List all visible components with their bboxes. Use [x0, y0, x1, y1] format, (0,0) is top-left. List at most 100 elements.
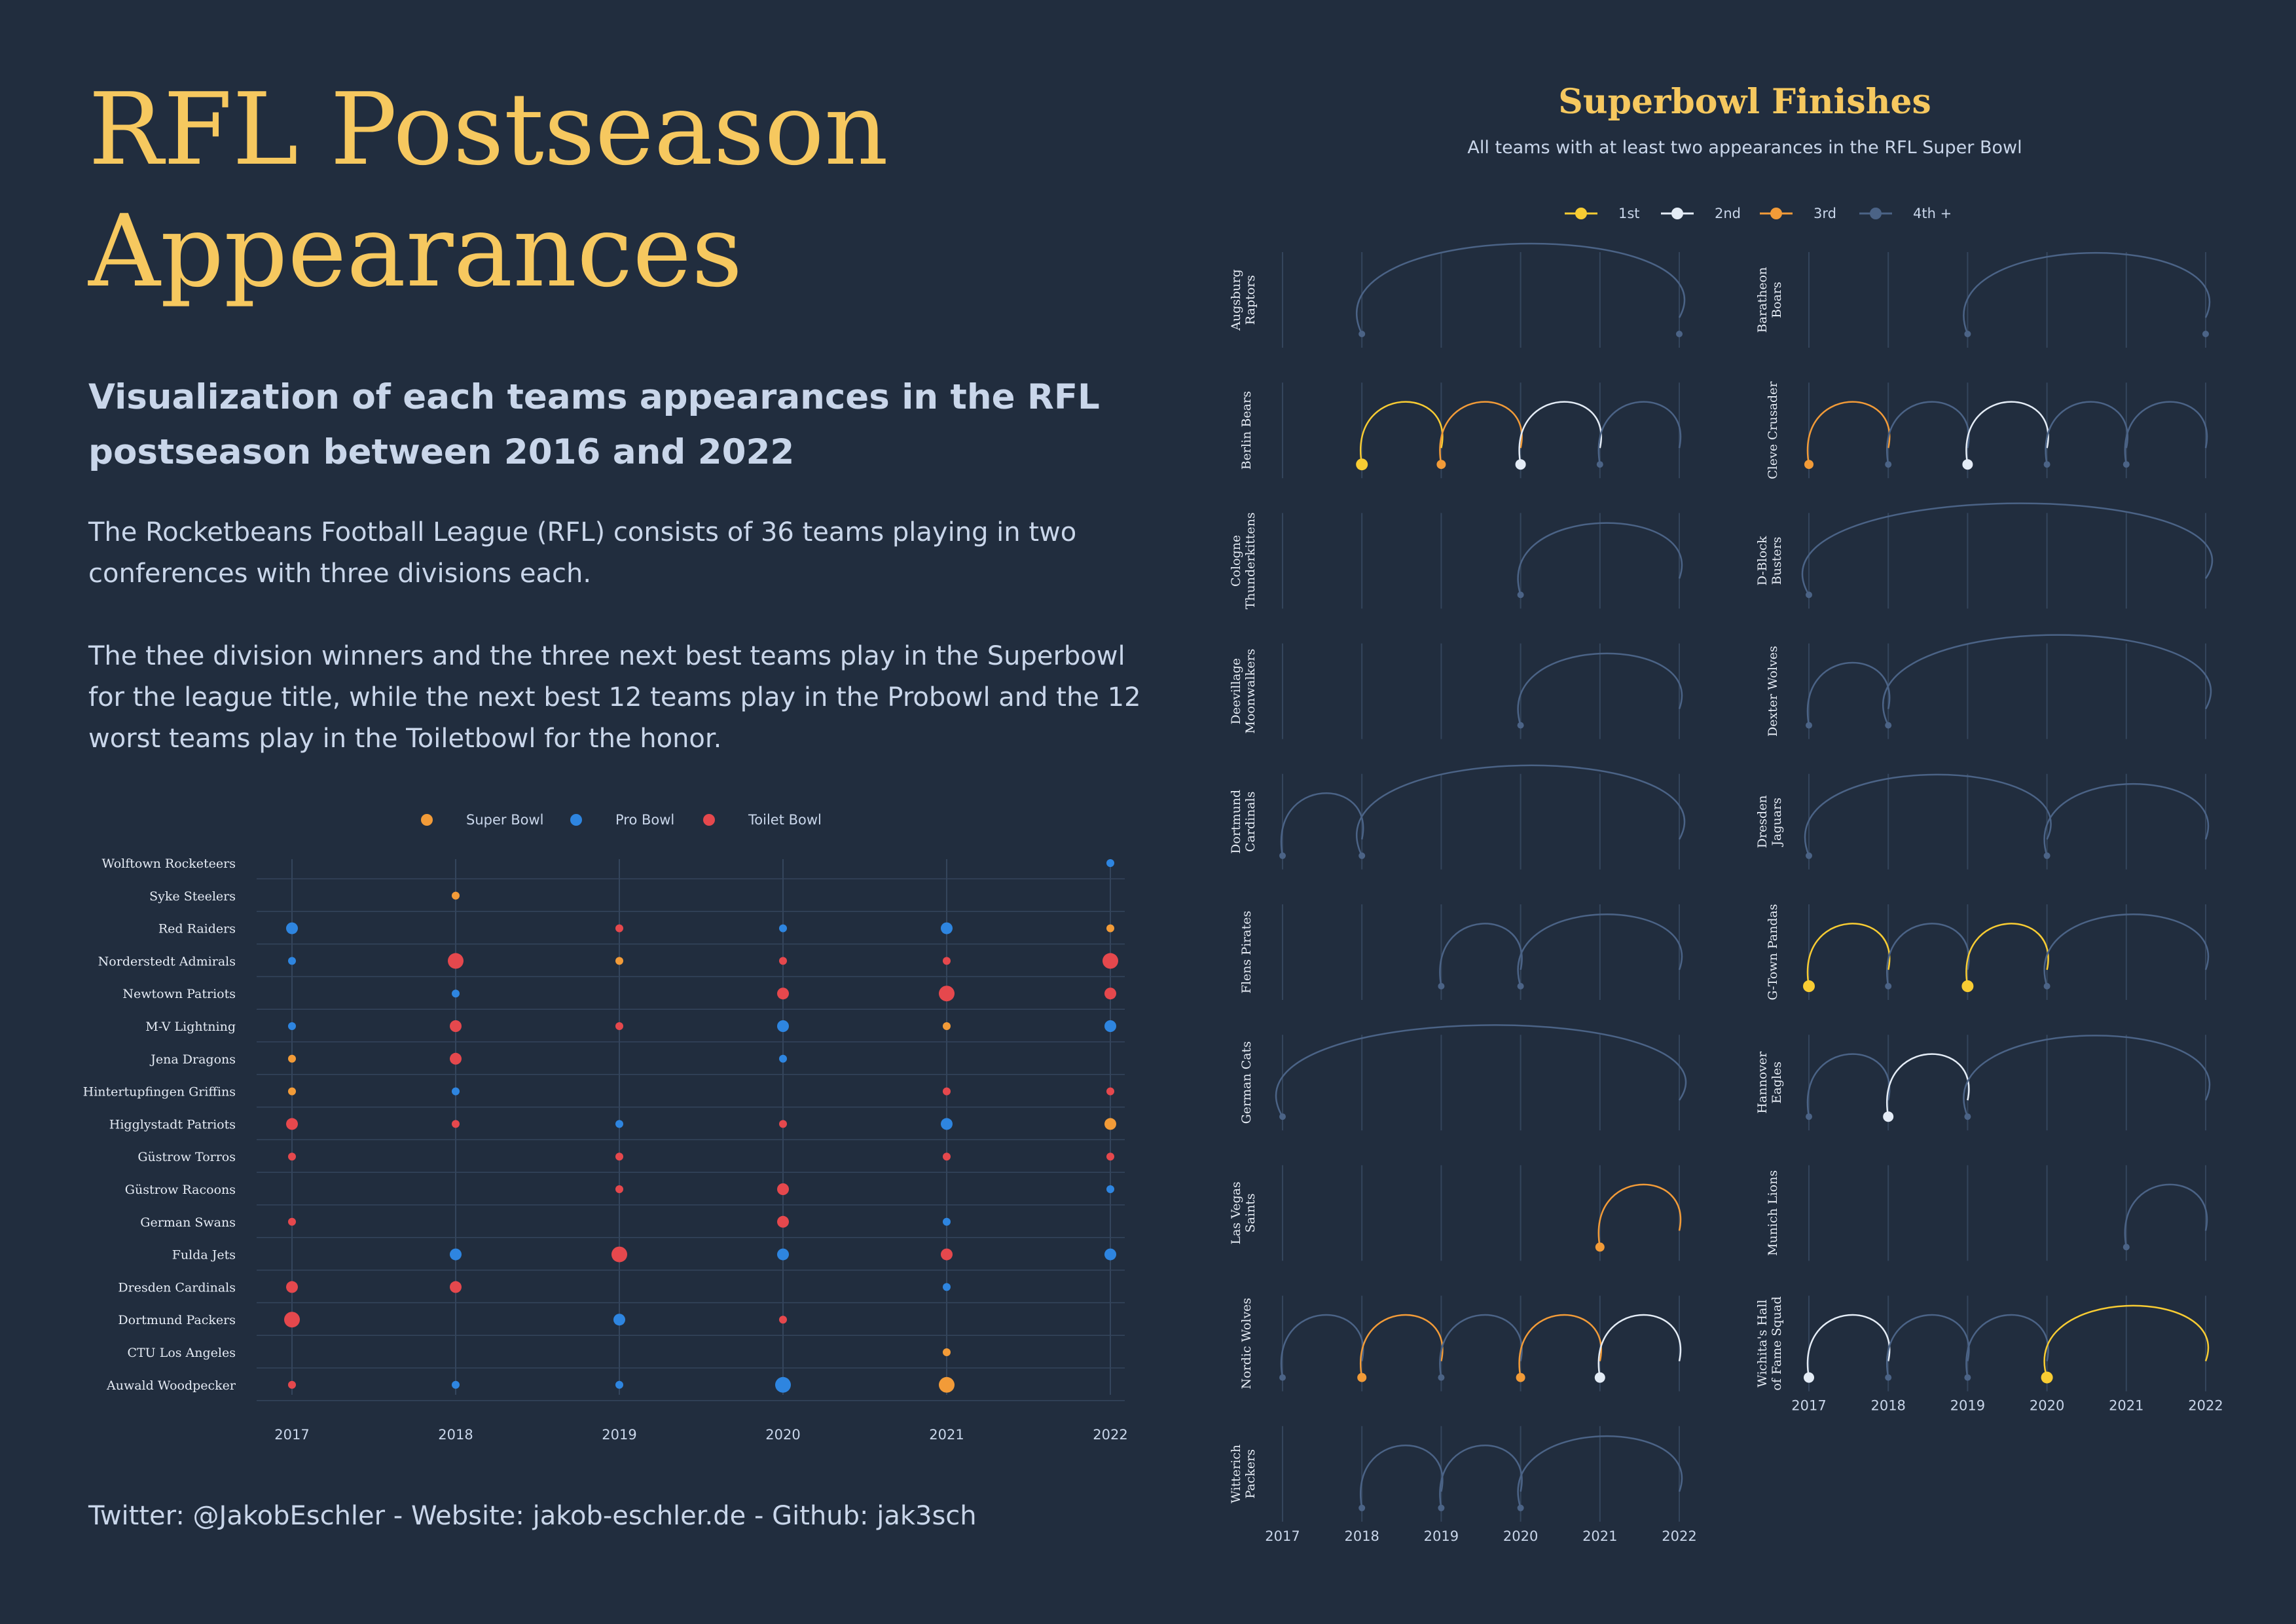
finish-arc	[2043, 1304, 2209, 1378]
arc-team-label-line: Nordic Wolves	[1239, 1298, 1254, 1390]
finish-arc	[1275, 1024, 1687, 1117]
dot-pro-2019	[615, 1120, 623, 1128]
dot-pro-2022	[1104, 1020, 1116, 1032]
finish-dot-2019	[1438, 983, 1445, 989]
legend-finish-4-label: 4th +	[1913, 206, 1952, 221]
arc-team-label-line: Dortmund	[1229, 790, 1243, 854]
dot-toilet-2021	[941, 1248, 953, 1261]
dot-super-2019	[615, 957, 623, 965]
finish-dot-2020	[2043, 461, 2050, 468]
team-label: Güstrow Torros	[137, 1150, 236, 1164]
arc-x-tick-label: 2021	[2109, 1398, 2143, 1414]
dot-pro-2020	[779, 924, 787, 932]
superbowl-chart-subtitle: All teams with at least two appearances …	[1467, 138, 2022, 158]
arc-team-label-line: Cleve Crusader	[1766, 381, 1780, 479]
dot-toilet-2018	[450, 1020, 462, 1032]
arc-team-label-line: Munich Lions	[1766, 1170, 1780, 1256]
arc-x-tick-label: 2018	[1344, 1528, 1379, 1544]
arc-team-label-line: Witterich	[1229, 1445, 1243, 1504]
finish-arc	[1360, 401, 1444, 465]
finish-dot-2021	[1595, 1242, 1605, 1252]
dot-toilet-2019	[615, 924, 623, 932]
finish-dot-2021	[1596, 461, 1603, 468]
dot-pro-2021	[943, 1283, 951, 1291]
footer-credits: Twitter: @JakobEschler - Website: jakob-…	[88, 1501, 977, 1531]
team-label: Fulda Jets	[172, 1248, 236, 1263]
superbowl-chart-title: Superbowl Finishes	[1558, 82, 1931, 122]
finish-arc	[1804, 773, 2052, 857]
dot-pro-2022	[1106, 1185, 1114, 1193]
finish-dot-2020	[1516, 1373, 1525, 1382]
arc-x-tick-label: 2021	[1582, 1528, 1617, 1544]
finish-arc	[1517, 913, 1683, 987]
finish-arc	[1806, 661, 1891, 726]
arc-team-label-line: Cardinals	[1243, 792, 1258, 853]
arc-team-label: Las VegasSaints	[1229, 1181, 1258, 1244]
arc-team-label-line: Raptors	[1243, 275, 1258, 325]
finish-arc	[1517, 652, 1683, 726]
dot-pro-2022	[1104, 1248, 1116, 1261]
finish-dot-2018	[1885, 983, 1892, 989]
finish-arc	[1886, 923, 1970, 987]
arc-team-label: WitterichPackers	[1229, 1445, 1258, 1504]
finish-dot-2017	[1806, 722, 1812, 729]
arc-panel: DresdenJaguars	[1755, 773, 2209, 870]
main-title: RFL Postseason Appearances	[88, 71, 888, 309]
finish-arc	[2124, 1183, 2208, 1247]
team-label: Dresden Cardinals	[118, 1280, 236, 1295]
arc-x-tick-label: 2020	[2030, 1398, 2064, 1414]
arc-team-label: Berlin Bears	[1239, 391, 1254, 470]
arc-team-label-line: Augsburg	[1229, 269, 1243, 331]
dot-pro-2017	[288, 1022, 296, 1030]
dot-toilet-2017	[288, 1217, 296, 1226]
finish-arc	[2124, 401, 2208, 465]
team-label: Dortmund Packers	[118, 1313, 236, 1327]
arc-team-label: Munich Lions	[1766, 1170, 1780, 1256]
arc-panel: Flens Pirates	[1239, 904, 1683, 1000]
arc-team-label-line: Thunderkittens	[1243, 512, 1258, 609]
team-label: Syke Steelers	[149, 889, 236, 904]
arc-x-tick-label: 2020	[1503, 1528, 1538, 1544]
finish-arc	[2045, 401, 2128, 465]
finish-dot-2018	[1358, 331, 1366, 337]
arc-panel: Cleve Crusader	[1766, 381, 2208, 479]
legend-finish-3-dot	[1770, 208, 1782, 219]
dot-toilet-2020	[777, 1215, 789, 1228]
arc-panel: Dexter Wolves	[1766, 634, 2212, 739]
arc-panel: HannoverEagles	[1755, 1035, 2211, 1131]
arc-team-label: HannoverEagles	[1755, 1051, 1784, 1114]
finish-dot-2018	[1885, 1374, 1892, 1381]
dot-toilet-2021	[943, 1153, 951, 1161]
finish-arc	[1801, 502, 2214, 596]
arc-team-label: Nordic Wolves	[1239, 1298, 1254, 1390]
finish-arc	[1963, 251, 2211, 335]
dot-pro-2018	[452, 1087, 460, 1096]
finish-dot-2021	[2123, 461, 2130, 468]
arc-panel: German Cats	[1239, 1024, 1687, 1131]
finish-dot-2018	[1358, 852, 1366, 859]
dot-pro-2021	[943, 1217, 951, 1226]
rules-paragraph: The thee division winners and the three …	[88, 641, 1141, 754]
dot-super-2021	[943, 1348, 951, 1356]
finish-arc	[1280, 792, 1364, 857]
finish-arc	[1518, 401, 1602, 465]
finish-arc	[1597, 1183, 1682, 1247]
finish-arc	[1360, 1314, 1444, 1378]
dot-toilet-2017	[284, 1312, 300, 1328]
arc-team-label-line: Busters	[1770, 537, 1784, 585]
finish-arc	[1518, 1314, 1602, 1378]
finish-arc	[1439, 1314, 1523, 1378]
arc-team-label-line: German Cats	[1239, 1041, 1254, 1124]
dot-pro-2021	[941, 922, 953, 934]
arc-team-label-line: D-Block	[1755, 536, 1770, 585]
superbowl-arc-chart: 1st 2nd 3rd 4th + AugsburgRaptors Berlin Bear…	[1229, 206, 2223, 1544]
dot-toilet-2017	[286, 1118, 298, 1130]
finish-arc	[1517, 1435, 1683, 1509]
finish-dot-2017	[1804, 460, 1813, 470]
arc-team-label-line: Hannover	[1755, 1051, 1770, 1114]
finish-arc	[1886, 401, 1970, 465]
finish-dot-2019	[1964, 331, 1971, 337]
finish-dot-2017	[1279, 1374, 1286, 1381]
finish-dot-2019	[1436, 460, 1446, 470]
arc-panel: DeevillageMoonwalkers	[1229, 643, 1683, 739]
